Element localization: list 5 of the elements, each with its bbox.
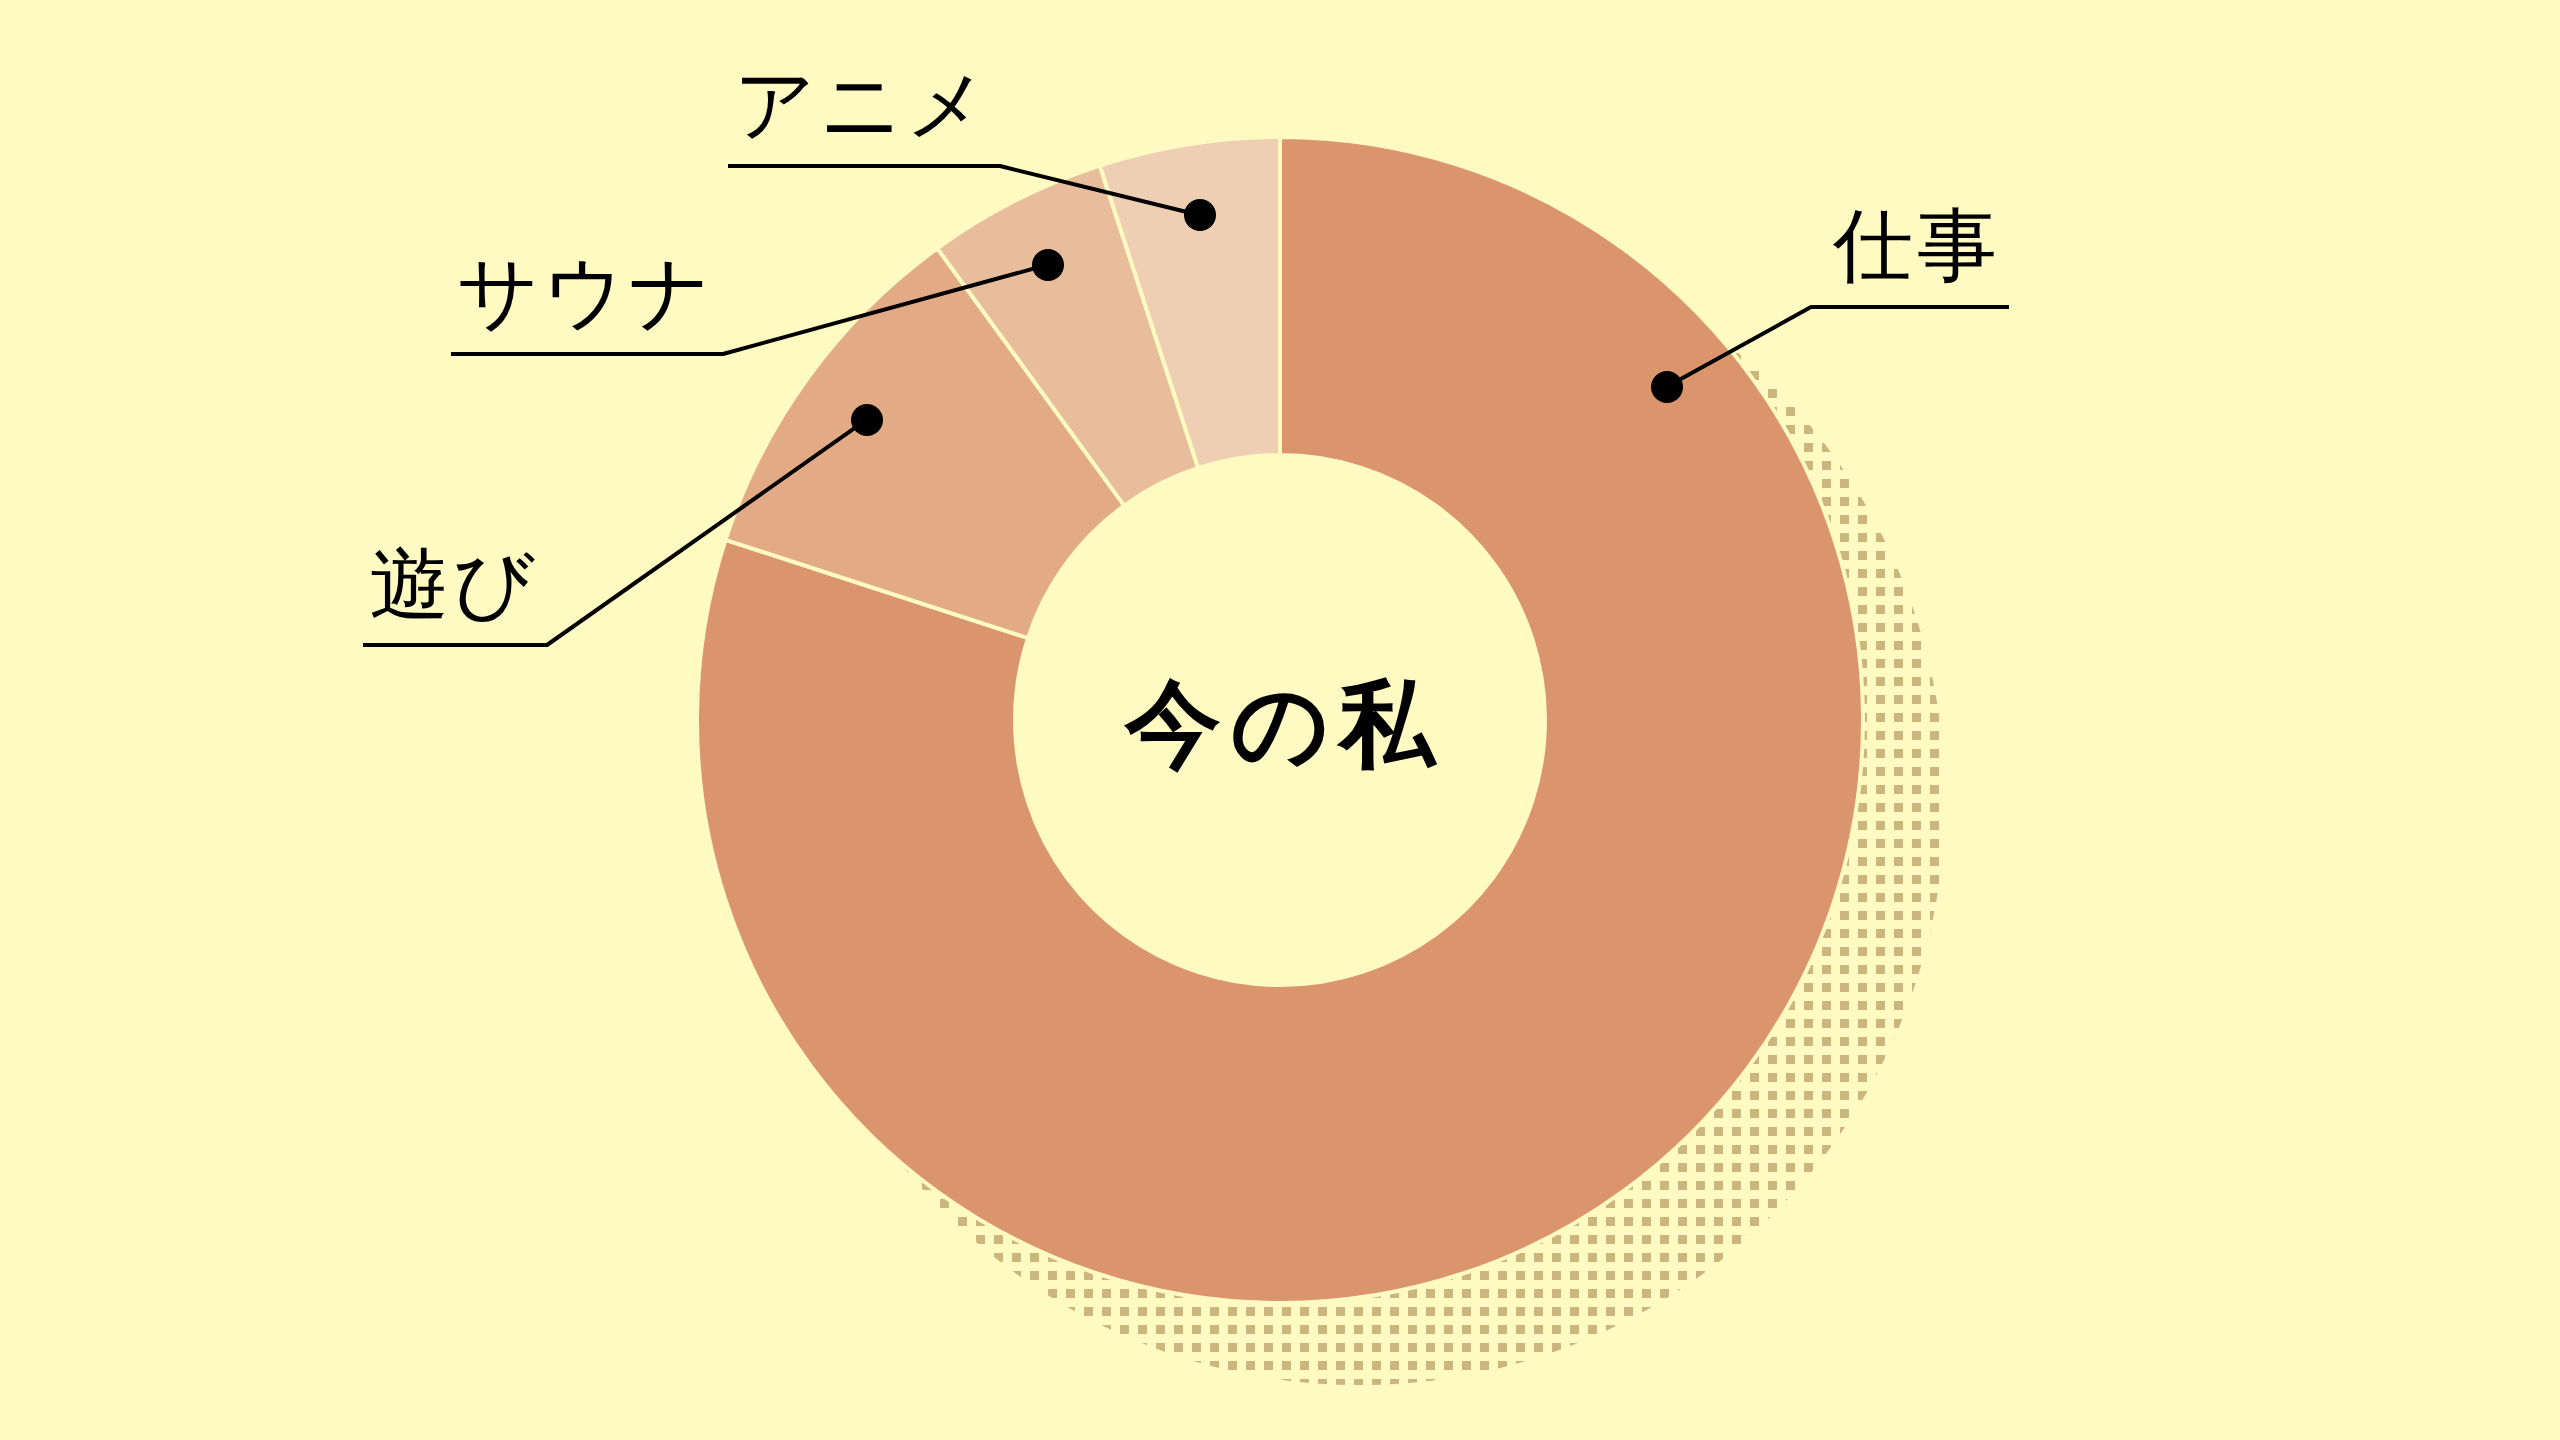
- slice-label: アニメ: [734, 58, 992, 151]
- slice-label: 仕事: [1832, 199, 2001, 292]
- slice-label: 遊び: [369, 537, 539, 630]
- text: 今の私: [1123, 667, 1445, 780]
- slice-label: サウナ: [457, 246, 715, 339]
